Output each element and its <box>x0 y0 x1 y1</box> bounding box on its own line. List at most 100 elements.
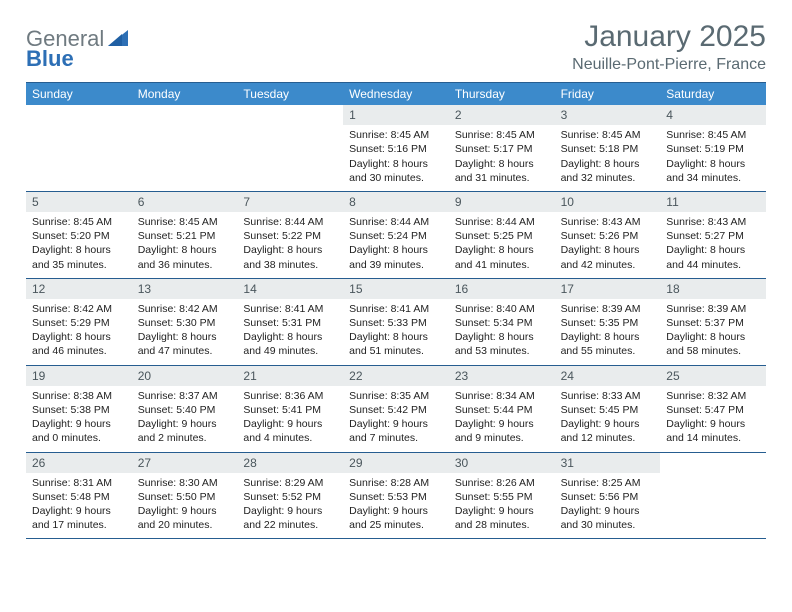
sunrise-line: Sunrise: 8:45 AM <box>561 128 655 142</box>
daylight-line: Daylight: 8 hours and 44 minutes. <box>666 243 760 271</box>
daylight-line: Daylight: 9 hours and 7 minutes. <box>349 417 443 445</box>
calendar-cell: 22Sunrise: 8:35 AMSunset: 5:42 PMDayligh… <box>343 366 449 453</box>
day-number: 22 <box>343 366 449 386</box>
sunrise-line: Sunrise: 8:30 AM <box>138 476 232 490</box>
day-number: 17 <box>555 279 661 299</box>
sunrise-line: Sunrise: 8:43 AM <box>666 215 760 229</box>
day-number: 1 <box>343 105 449 125</box>
day-number: 14 <box>237 279 343 299</box>
daylight-line: Daylight: 8 hours and 49 minutes. <box>243 330 337 358</box>
calendar-cell: 10Sunrise: 8:43 AMSunset: 5:26 PMDayligh… <box>555 192 661 279</box>
calendar-cell: 15Sunrise: 8:41 AMSunset: 5:33 PMDayligh… <box>343 279 449 366</box>
sunrise-line: Sunrise: 8:41 AM <box>349 302 443 316</box>
sunset-line: Sunset: 5:44 PM <box>455 403 549 417</box>
sunrise-line: Sunrise: 8:45 AM <box>32 215 126 229</box>
daylight-line: Daylight: 9 hours and 25 minutes. <box>349 504 443 532</box>
daylight-line: Daylight: 8 hours and 39 minutes. <box>349 243 443 271</box>
day-number: 10 <box>555 192 661 212</box>
sunrise-line: Sunrise: 8:32 AM <box>666 389 760 403</box>
day-number: 24 <box>555 366 661 386</box>
daylight-line: Daylight: 9 hours and 0 minutes. <box>32 417 126 445</box>
sunrise-line: Sunrise: 8:45 AM <box>455 128 549 142</box>
sunrise-line: Sunrise: 8:45 AM <box>138 215 232 229</box>
calendar-cell: 28Sunrise: 8:29 AMSunset: 5:52 PMDayligh… <box>237 453 343 540</box>
day-number: 6 <box>132 192 238 212</box>
calendar-cell-empty <box>237 105 343 192</box>
weekday-header: Tuesday <box>237 83 343 105</box>
daylight-line: Daylight: 8 hours and 38 minutes. <box>243 243 337 271</box>
calendar-cell: 16Sunrise: 8:40 AMSunset: 5:34 PMDayligh… <box>449 279 555 366</box>
sunrise-line: Sunrise: 8:42 AM <box>32 302 126 316</box>
daylight-line: Daylight: 8 hours and 58 minutes. <box>666 330 760 358</box>
sunrise-line: Sunrise: 8:44 AM <box>455 215 549 229</box>
calendar-cell: 17 Sunrise: 8:39 AMSunset: 5:35 PMDayligh… <box>555 279 661 366</box>
calendar-cell: 3Sunrise: 8:45 AMSunset: 5:18 PMDaylight… <box>555 105 661 192</box>
daylight-line: Daylight: 9 hours and 22 minutes. <box>243 504 337 532</box>
weekday-header: Monday <box>132 83 238 105</box>
daylight-line: Daylight: 8 hours and 46 minutes. <box>32 330 126 358</box>
sunset-line: Sunset: 5:20 PM <box>32 229 126 243</box>
sunset-line: Sunset: 5:27 PM <box>666 229 760 243</box>
sunset-line: Sunset: 5:42 PM <box>349 403 443 417</box>
day-number: 18 <box>660 279 766 299</box>
calendar-cell: 11 Sunrise: 8:43 AMSunset: 5:27 PMDayligh… <box>660 192 766 279</box>
day-number: 12 <box>26 279 132 299</box>
month-title: January 2025 <box>572 20 766 54</box>
sunset-line: Sunset: 5:50 PM <box>138 490 232 504</box>
weekday-header: Saturday <box>660 83 766 105</box>
sunset-line: Sunset: 5:21 PM <box>138 229 232 243</box>
calendar-cell: 23Sunrise: 8:34 AMSunset: 5:44 PMDayligh… <box>449 366 555 453</box>
daylight-line: Daylight: 9 hours and 28 minutes. <box>455 504 549 532</box>
day-number: 11 <box>660 192 766 212</box>
daylight-line: Daylight: 8 hours and 55 minutes. <box>561 330 655 358</box>
day-number: 2 <box>449 105 555 125</box>
sunrise-line: Sunrise: 8:39 AM <box>561 302 655 316</box>
daylight-line: Daylight: 9 hours and 20 minutes. <box>138 504 232 532</box>
day-number: 27 <box>132 453 238 473</box>
sunset-line: Sunset: 5:33 PM <box>349 316 443 330</box>
daylight-line: Daylight: 8 hours and 35 minutes. <box>32 243 126 271</box>
sunrise-line: Sunrise: 8:45 AM <box>349 128 443 142</box>
daylight-line: Daylight: 9 hours and 30 minutes. <box>561 504 655 532</box>
sunset-line: Sunset: 5:55 PM <box>455 490 549 504</box>
day-number: 7 <box>237 192 343 212</box>
daylight-line: Daylight: 8 hours and 32 minutes. <box>561 157 655 185</box>
calendar-cell: 13Sunrise: 8:42 AMSunset: 5:30 PMDayligh… <box>132 279 238 366</box>
calendar-cell: 9Sunrise: 8:44 AMSunset: 5:25 PMDaylight… <box>449 192 555 279</box>
brand-part2: Blue <box>26 46 74 71</box>
sunset-line: Sunset: 5:34 PM <box>455 316 549 330</box>
brand-part2-wrap: Blue <box>26 46 74 72</box>
sunset-line: Sunset: 5:18 PM <box>561 142 655 156</box>
calendar-cell: 26Sunrise: 8:31 AMSunset: 5:48 PMDayligh… <box>26 453 132 540</box>
day-number: 9 <box>449 192 555 212</box>
sunset-line: Sunset: 5:40 PM <box>138 403 232 417</box>
calendar-cell: 2Sunrise: 8:45 AMSunset: 5:17 PMDaylight… <box>449 105 555 192</box>
day-number: 20 <box>132 366 238 386</box>
calendar-cell: 14Sunrise: 8:41 AMSunset: 5:31 PMDayligh… <box>237 279 343 366</box>
calendar-body: 1Sunrise: 8:45 AMSunset: 5:16 PMDaylight… <box>26 105 766 539</box>
sunset-line: Sunset: 5:31 PM <box>243 316 337 330</box>
calendar-header-row: SundayMondayTuesdayWednesdayThursdayFrid… <box>26 82 766 105</box>
sunset-line: Sunset: 5:52 PM <box>243 490 337 504</box>
day-number: 19 <box>26 366 132 386</box>
calendar-cell: 8Sunrise: 8:44 AMSunset: 5:24 PMDaylight… <box>343 192 449 279</box>
weekday-header: Thursday <box>449 83 555 105</box>
sunrise-line: Sunrise: 8:29 AM <box>243 476 337 490</box>
daylight-line: Daylight: 9 hours and 12 minutes. <box>561 417 655 445</box>
calendar-cell: 19Sunrise: 8:38 AMSunset: 5:38 PMDayligh… <box>26 366 132 453</box>
daylight-line: Daylight: 9 hours and 14 minutes. <box>666 417 760 445</box>
calendar-cell: 18Sunrise: 8:39 AMSunset: 5:37 PMDayligh… <box>660 279 766 366</box>
calendar-cell: 25Sunrise: 8:32 AMSunset: 5:47 PMDayligh… <box>660 366 766 453</box>
calendar-cell: 7Sunrise: 8:44 AMSunset: 5:22 PMDaylight… <box>237 192 343 279</box>
location-text: Neuille-Pont-Pierre, France <box>572 56 766 74</box>
weekday-header: Wednesday <box>343 83 449 105</box>
sunset-line: Sunset: 5:48 PM <box>32 490 126 504</box>
sunset-line: Sunset: 5:17 PM <box>455 142 549 156</box>
sunset-line: Sunset: 5:35 PM <box>561 316 655 330</box>
sunrise-line: Sunrise: 8:44 AM <box>243 215 337 229</box>
sunrise-line: Sunrise: 8:31 AM <box>32 476 126 490</box>
day-number: 23 <box>449 366 555 386</box>
daylight-line: Daylight: 8 hours and 53 minutes. <box>455 330 549 358</box>
day-number: 15 <box>343 279 449 299</box>
day-number: 13 <box>132 279 238 299</box>
